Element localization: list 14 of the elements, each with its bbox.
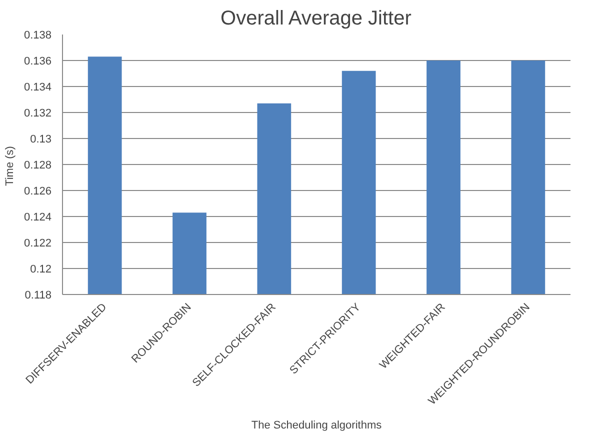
y-tick-label: 0.136 — [24, 56, 52, 68]
y-tick-label: 0.132 — [24, 108, 52, 120]
y-tick-label: 0.126 — [24, 186, 52, 198]
y-tick-label: 0.118 — [24, 290, 52, 302]
y-tick-label: 0.12 — [30, 264, 52, 276]
chart-title: Overall Average Jitter — [220, 8, 412, 30]
y-tick-label: 0.134 — [24, 82, 52, 94]
x-axis-title: The Scheduling algorithms — [251, 420, 382, 432]
y-axis-title: Time (s) — [4, 146, 16, 186]
y-tick-label: 0.13 — [30, 134, 52, 146]
y-tick-label: 0.124 — [24, 212, 52, 224]
y-tick-label: 0.128 — [24, 160, 52, 172]
y-tick-label: 0.138 — [24, 30, 52, 42]
y-tick-label: 0.122 — [24, 238, 52, 250]
